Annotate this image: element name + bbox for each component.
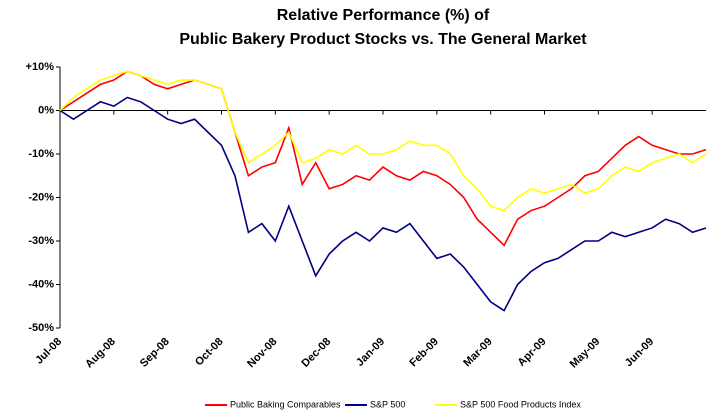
y-tick-label: -10% (28, 148, 54, 160)
x-tick-label: Mar-09 (461, 336, 495, 370)
legend-label: Public Baking Comparables (230, 399, 341, 409)
x-tick-label: May-09 (568, 336, 603, 371)
x-tick-label: Nov-08 (245, 336, 279, 370)
series-line (59, 70, 707, 212)
x-tick-label: Jan-09 (354, 336, 387, 369)
y-tick-label: -50% (28, 322, 54, 334)
x-tick-label: Dec-08 (299, 336, 333, 370)
x-tick-label: Oct-08 (193, 336, 226, 369)
x-tick-label: Jun-09 (623, 336, 657, 370)
chart-subtitle: Public Bakery Product Stocks vs. The Gen… (179, 31, 587, 48)
y-tick-label: +10% (26, 61, 55, 73)
x-tick-label: Sep-08 (138, 336, 172, 370)
x-tick-label: Feb-09 (407, 336, 441, 370)
x-tick-label: Aug-08 (83, 336, 118, 371)
legend-label: S&P 500 (370, 399, 405, 409)
y-tick-label: 0% (38, 104, 54, 116)
series-line (59, 96, 707, 312)
legend-label: S&P 500 Food Products Index (460, 399, 581, 409)
chart-title: Relative Performance (%) of (277, 7, 490, 24)
x-tick-label: Jul-08 (33, 336, 64, 367)
y-tick-label: -30% (28, 235, 54, 247)
y-tick-label: -40% (28, 278, 54, 290)
x-tick-label: Apr-09 (516, 336, 549, 369)
series-line (59, 70, 707, 247)
y-tick-label: -20% (28, 191, 54, 203)
